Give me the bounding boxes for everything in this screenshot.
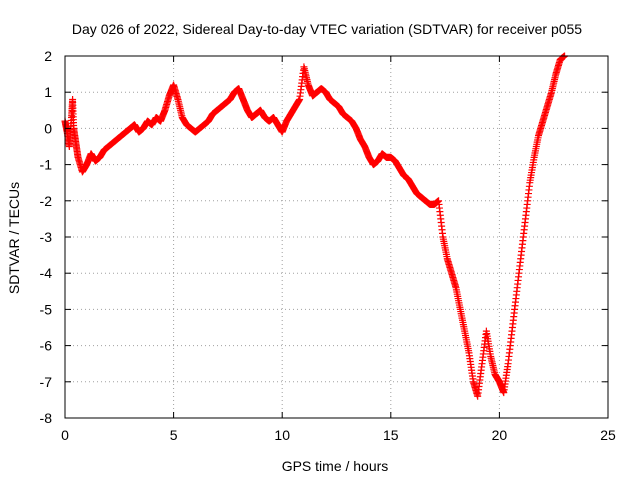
y-tick-label: -1 [40, 157, 53, 173]
tick-labels: 0 5 10 15 20 25 -8 -7 -6 -5 -4 -3 -2 -1 0 1 2 [40, 48, 616, 443]
y-tick-label: -3 [40, 229, 53, 245]
x-tick-label: 5 [170, 427, 178, 443]
trace-marker [534, 134, 542, 142]
y-axis-label: SDTVAR / TECUs [6, 182, 22, 294]
y-tick-label: -6 [40, 338, 53, 354]
x-tick-label: 0 [61, 427, 69, 443]
trace-marker [508, 327, 516, 335]
trace-marker [469, 375, 477, 383]
y-tick-label: -7 [40, 374, 53, 390]
trace-marker [525, 182, 533, 190]
trace-marker [486, 350, 494, 358]
trace-marker [551, 72, 559, 80]
axis-ticks [64, 55, 609, 419]
chart-title: Day 026 of 2022, Sidereal Day-to-day VTE… [72, 21, 582, 37]
x-tick-label: 25 [600, 427, 616, 443]
y-tick-label: -2 [40, 193, 53, 209]
trace-marker [452, 282, 460, 290]
y-tick-label: -5 [40, 301, 53, 317]
trace-marker [512, 291, 520, 299]
trace-marker [456, 303, 464, 311]
y-tick-label: -4 [40, 265, 53, 281]
y-tick-label: 1 [44, 84, 52, 100]
trace-marker [478, 363, 486, 371]
trace-marker [438, 229, 446, 237]
trace-marker [547, 90, 555, 98]
trace-marker [174, 94, 182, 102]
trace-marker [465, 347, 473, 355]
trace-marker [443, 253, 451, 261]
x-tick-label: 20 [492, 427, 508, 443]
trace-marker [521, 219, 529, 227]
y-tick-label: 2 [44, 48, 52, 64]
trace-marker [530, 156, 538, 164]
trace-marker [295, 96, 303, 104]
trace-marker [504, 363, 512, 371]
trace-marker [517, 255, 525, 263]
data-series [61, 52, 569, 400]
x-axis-label: GPS time / hours [282, 458, 389, 474]
trace-marker [434, 197, 442, 205]
trace-marker [460, 325, 468, 333]
x-tick-label: 15 [383, 427, 399, 443]
y-tick-label: -8 [40, 410, 53, 426]
series-sdtvar [61, 52, 569, 400]
x-tick-label: 10 [274, 427, 290, 443]
y-tick-label: 0 [44, 120, 52, 136]
